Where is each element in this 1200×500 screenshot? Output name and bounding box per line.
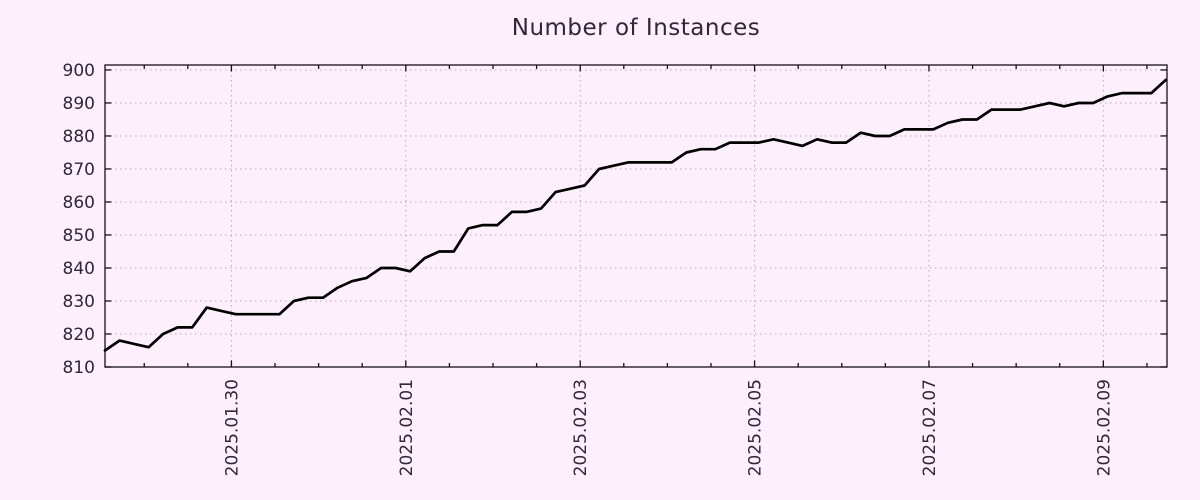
y-tick-label: 840 — [63, 259, 95, 279]
y-tick-label: 880 — [63, 127, 95, 147]
x-tick-label: 2025.01.30 — [222, 379, 242, 476]
y-tick-label: 810 — [63, 358, 95, 378]
y-tick-label: 900 — [63, 61, 95, 81]
y-tick-label: 850 — [63, 226, 95, 246]
y-tick-label: 860 — [63, 193, 95, 213]
x-tick-label: 2025.02.01 — [397, 379, 417, 476]
x-tick-label: 2025.02.09 — [1094, 379, 1114, 476]
y-tick-label: 820 — [63, 325, 95, 345]
y-tick-label: 830 — [63, 292, 95, 312]
series-line-instances — [103, 78, 1168, 352]
x-tick-label: 2025.02.05 — [746, 379, 766, 476]
chart-title: Number of Instances — [511, 15, 761, 41]
plot-border — [104, 64, 1168, 368]
x-tick-label: 2025.02.03 — [571, 379, 591, 476]
x-tick-label: 2025.02.07 — [920, 379, 940, 476]
y-tick-label: 890 — [63, 94, 95, 114]
y-tick-label: 870 — [63, 160, 95, 180]
